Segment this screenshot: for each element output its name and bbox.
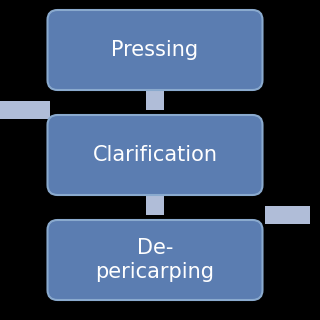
Text: De-
pericarping: De- pericarping bbox=[95, 237, 214, 282]
FancyBboxPatch shape bbox=[47, 115, 262, 195]
Text: Clarification: Clarification bbox=[92, 145, 218, 165]
Text: Pressing: Pressing bbox=[111, 40, 199, 60]
FancyBboxPatch shape bbox=[0, 101, 50, 119]
FancyBboxPatch shape bbox=[146, 195, 164, 215]
FancyBboxPatch shape bbox=[47, 10, 262, 90]
FancyBboxPatch shape bbox=[265, 206, 310, 224]
FancyBboxPatch shape bbox=[47, 220, 262, 300]
FancyBboxPatch shape bbox=[146, 90, 164, 110]
